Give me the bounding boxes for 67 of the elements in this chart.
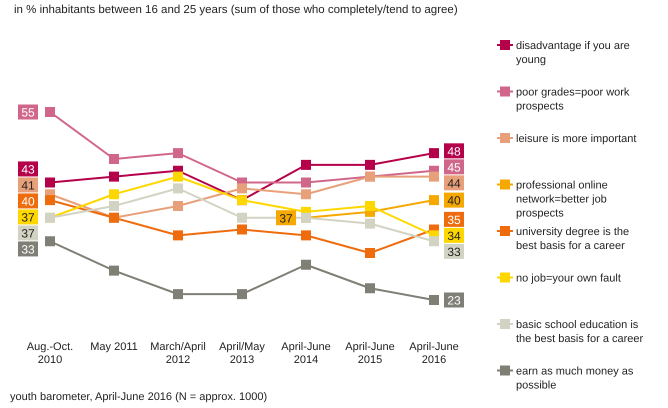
legend-label: professional online network=better job prospects [516, 180, 608, 220]
data-label: 23 [447, 294, 461, 308]
point [45, 195, 55, 206]
point [45, 236, 55, 246]
data-label: 37 [21, 226, 35, 240]
legend-label: university degree is the best basis for a career [516, 226, 630, 252]
data-label: 48 [447, 144, 461, 158]
point [301, 260, 311, 270]
point [173, 230, 183, 240]
point [429, 195, 439, 206]
point [109, 172, 119, 182]
legend-label: disadvantage if you are young [516, 40, 630, 66]
point [365, 201, 375, 211]
data-label: 37 [21, 210, 35, 224]
point [429, 148, 439, 158]
point [173, 172, 183, 182]
data-label: 35 [447, 212, 461, 227]
legend-label: earn as much money as possible [516, 366, 634, 392]
x-tick-label: May 2011 [90, 341, 138, 353]
legend-label: no job=your own fault [516, 272, 621, 284]
point [109, 201, 119, 211]
point [237, 289, 247, 300]
x-tick-label: Aug.-Oct. 2010 [26, 341, 74, 366]
data-label: 55 [21, 106, 35, 120]
point [237, 212, 247, 223]
point [301, 230, 311, 240]
data-label: 33 [447, 244, 461, 259]
point [173, 289, 183, 300]
x-tick-label: April-June 2015 [345, 341, 395, 366]
chart-title: in % inhabitants between 16 and 25 years (sum of those who completely/tend to agree) [14, 4, 458, 16]
point [45, 107, 55, 117]
point [109, 189, 119, 200]
x-tick-label: April/May 2013 [219, 341, 266, 366]
point [109, 154, 119, 164]
legend-label: leisure is more important [516, 133, 636, 145]
point [301, 189, 311, 200]
data-label: 37 [279, 211, 293, 226]
point [237, 183, 247, 194]
point [173, 183, 183, 194]
point [365, 160, 375, 170]
legend-label: poor grades=poor work prospects [516, 86, 630, 112]
point [429, 295, 439, 305]
data-label: 33 [21, 242, 35, 256]
data-label: 45 [447, 160, 461, 174]
point [365, 218, 375, 229]
point [301, 178, 311, 188]
x-tick-label: April-June 2016 [409, 341, 459, 366]
point [365, 283, 375, 294]
point [237, 224, 247, 234]
data-label: 43 [21, 162, 35, 176]
point [429, 236, 439, 246]
x-tick-label: April-June 2014 [281, 341, 331, 366]
data-label: 40 [21, 194, 35, 208]
data-label: 44 [447, 176, 461, 190]
point [365, 248, 375, 258]
data-label: 34 [447, 228, 461, 243]
data-label: 41 [21, 178, 35, 192]
point [109, 266, 119, 276]
data-label: 40 [447, 194, 461, 208]
text: youth barometer, April-June 2016 (N = approx. 1000) [10, 391, 268, 403]
point [301, 160, 311, 170]
point [429, 172, 439, 182]
x-tick-label: March/April 2012 [150, 341, 206, 366]
point [173, 201, 183, 211]
point [45, 178, 55, 188]
point [173, 148, 183, 158]
legend-label: basic school education is the best basis for a career [516, 319, 644, 345]
